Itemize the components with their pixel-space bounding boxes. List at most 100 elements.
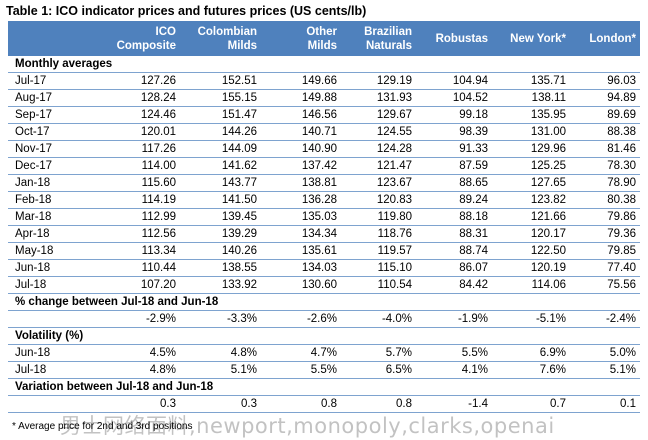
- table-caption: Table 1: ICO indicator prices and future…: [6, 4, 367, 18]
- table-cell: 146.56: [261, 106, 341, 124]
- table-cell: 112.99: [108, 208, 180, 226]
- table-cell: 124.28: [341, 140, 416, 158]
- table-cell: 89.69: [570, 106, 640, 124]
- table-row: Mar-18 112.99 139.45 135.03 119.80 88.18 121.6…: [8, 208, 640, 226]
- table-cell: 120.17: [492, 225, 570, 243]
- table-cell: 0.7: [492, 395, 570, 413]
- section-title: % change between Jul-18 and Jun-18: [8, 293, 640, 311]
- table-cell: 131.93: [341, 89, 416, 107]
- row-label: Oct-17: [8, 123, 108, 141]
- table-cell: 0.8: [261, 395, 341, 413]
- table-row: Feb-18 114.19 141.50 136.28 120.83 89.24 123.8…: [8, 191, 640, 209]
- table-cell: 77.40: [570, 259, 640, 277]
- table-cell: 4.7%: [261, 344, 341, 362]
- table-cell: 112.56: [108, 225, 180, 243]
- column-header-ico-composite: ICO Composite: [108, 21, 180, 56]
- table-cell: 88.74: [416, 242, 492, 260]
- table-cell: 107.20: [108, 276, 180, 294]
- table-cell: 128.24: [108, 89, 180, 107]
- table-cell: 137.42: [261, 157, 341, 175]
- column-header-colombian-milds: Colombian Milds: [180, 21, 261, 56]
- table-cell: 115.60: [108, 174, 180, 192]
- table-cell: 78.30: [570, 157, 640, 175]
- table-cell: 98.39: [416, 123, 492, 141]
- table-row: Jul-18 107.20 133.92 130.60 110.54 84.42 114.0…: [8, 276, 640, 294]
- table-cell: 138.81: [261, 174, 341, 192]
- table-cell: 135.03: [261, 208, 341, 226]
- table-cell: 7.6%: [492, 361, 570, 379]
- table-cell: 134.34: [261, 225, 341, 243]
- column-header-new-york: New York*: [492, 21, 570, 56]
- table-cell: 129.19: [341, 72, 416, 90]
- section-title: Monthly averages: [8, 56, 640, 73]
- table-cell: 123.82: [492, 191, 570, 209]
- row-label: [8, 395, 108, 413]
- column-header-robustas: Robustas: [416, 21, 492, 56]
- table-cell: -5.1%: [492, 310, 570, 328]
- table-cell: -4.0%: [341, 310, 416, 328]
- table-cell: 135.95: [492, 106, 570, 124]
- table-cell: 89.24: [416, 191, 492, 209]
- table-cell: 121.47: [341, 157, 416, 175]
- row-label: Sep-17: [8, 106, 108, 124]
- row-label: Apr-18: [8, 225, 108, 243]
- table-cell: 124.46: [108, 106, 180, 124]
- table-row: Apr-18 112.56 139.29 134.34 118.76 88.31 120.1…: [8, 225, 640, 243]
- table-cell: 138.11: [492, 89, 570, 107]
- table-cell: 114.06: [492, 276, 570, 294]
- table-row: 0.3 0.3 0.8 0.8 -1.4 0.7 0.1: [8, 395, 640, 413]
- row-label: Jun-18: [8, 259, 108, 277]
- table-cell: 135.71: [492, 72, 570, 90]
- table-cell: 134.03: [261, 259, 341, 277]
- table-cell: -1.9%: [416, 310, 492, 328]
- table-cell: 144.09: [180, 140, 261, 158]
- table-cell: 149.66: [261, 72, 341, 90]
- table-cell: 129.96: [492, 140, 570, 158]
- table-cell: 110.54: [341, 276, 416, 294]
- ico-prices-table: ICO Composite Colombian Milds Other Milds B…: [8, 21, 640, 413]
- table-cell: 6.9%: [492, 344, 570, 362]
- table-cell: 104.52: [416, 89, 492, 107]
- table-cell: 4.8%: [108, 361, 180, 379]
- table-cell: 5.0%: [570, 344, 640, 362]
- table-cell: 138.55: [180, 259, 261, 277]
- table-cell: 141.50: [180, 191, 261, 209]
- table-cell: 118.76: [341, 225, 416, 243]
- table-cell: 114.19: [108, 191, 180, 209]
- column-header-london: London*: [570, 21, 640, 56]
- table-cell: 94.89: [570, 89, 640, 107]
- table-cell: 5.5%: [416, 344, 492, 362]
- table-row: Jun-18 110.44 138.55 134.03 115.10 86.07 120.1…: [8, 259, 640, 277]
- section-header: Variation between Jul-18 and Jun-18: [8, 378, 640, 396]
- table-cell: 152.51: [180, 72, 261, 90]
- table-cell: 91.33: [416, 140, 492, 158]
- table-row: Sep-17 124.46 151.47 146.56 129.67 99.18 135.9…: [8, 106, 640, 124]
- table-cell: 119.57: [341, 242, 416, 260]
- table-cell: 88.18: [416, 208, 492, 226]
- column-header-brazilian-naturals: Brazilian Naturals: [341, 21, 416, 56]
- table-cell: 75.56: [570, 276, 640, 294]
- table-cell: 104.94: [416, 72, 492, 90]
- table-cell: -2.9%: [108, 310, 180, 328]
- table-cell: 123.67: [341, 174, 416, 192]
- header-row: ICO Composite Colombian Milds Other Milds B…: [8, 21, 640, 56]
- table-cell: 120.83: [341, 191, 416, 209]
- table-cell: 4.5%: [108, 344, 180, 362]
- table-cell: 155.15: [180, 89, 261, 107]
- row-label: Dec-17: [8, 157, 108, 175]
- table-cell: 119.80: [341, 208, 416, 226]
- table-row: Oct-17 120.01 144.26 140.71 124.55 98.39 131.0…: [8, 123, 640, 141]
- section-title: Variation between Jul-18 and Jun-18: [8, 378, 640, 396]
- table-cell: 79.86: [570, 208, 640, 226]
- table-cell: 151.47: [180, 106, 261, 124]
- table-cell: 78.90: [570, 174, 640, 192]
- table-cell: 88.38: [570, 123, 640, 141]
- row-label: Mar-18: [8, 208, 108, 226]
- table-cell: 88.65: [416, 174, 492, 192]
- section-title: Volatility (%): [8, 327, 640, 345]
- section-header: Monthly averages: [8, 56, 640, 73]
- row-label: Jul-18: [8, 276, 108, 294]
- table-cell: 81.46: [570, 140, 640, 158]
- table-cell: 149.88: [261, 89, 341, 107]
- table-cell: 117.26: [108, 140, 180, 158]
